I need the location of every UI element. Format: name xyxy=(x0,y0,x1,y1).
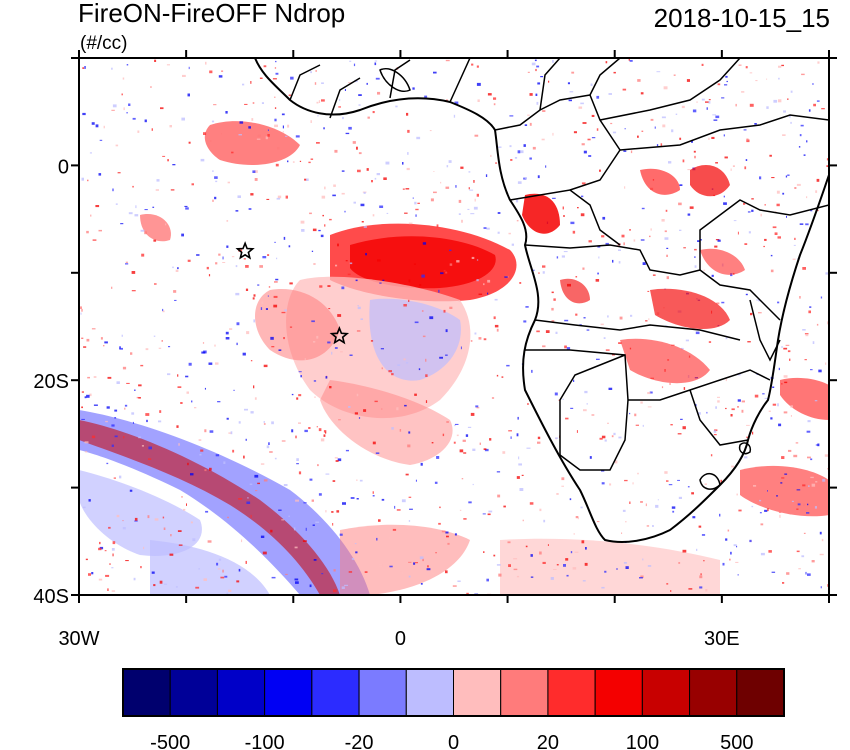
colorbar-swatch xyxy=(169,668,218,717)
colorbar-label: 100 xyxy=(626,732,659,750)
colorbar-swatch xyxy=(641,668,691,717)
colorbar-swatch xyxy=(311,668,360,717)
colorbar-label: 0 xyxy=(448,732,459,750)
colorbar: -500 -100 -20 0 20 100 500 xyxy=(122,668,785,750)
datetime-label: 2018-10-15_15 xyxy=(654,3,830,33)
colorbar-label: -500 xyxy=(150,732,190,750)
plot-frame xyxy=(78,57,830,596)
speckle-layer xyxy=(79,59,829,595)
colorbar-swatch xyxy=(500,668,549,717)
colorbar-swatch xyxy=(547,668,596,717)
axis-tick-labels: 0 20S 40S 30W 0 30E xyxy=(33,156,739,650)
site-markers xyxy=(235,241,350,345)
plot-title: FireON-FireOFF Ndrop xyxy=(78,0,345,28)
colorbar-swatch xyxy=(122,668,171,717)
star-marker xyxy=(329,326,350,345)
borders xyxy=(289,58,829,490)
colorbar-label: -20 xyxy=(345,732,374,750)
y-tick-label: 20S xyxy=(33,371,69,393)
colorbar-swatch xyxy=(358,668,407,717)
colorbar-swatch xyxy=(264,668,313,717)
ndrop-field xyxy=(79,59,829,595)
units-label: (#/cc) xyxy=(80,33,128,54)
x-tick-label: 30E xyxy=(704,628,740,650)
x-tick-label: 30W xyxy=(58,628,99,650)
map-area xyxy=(79,58,829,595)
coastline xyxy=(254,58,829,543)
colorbar-label: -100 xyxy=(245,732,285,750)
star-marker xyxy=(235,241,255,260)
colorbar-swatch xyxy=(216,668,266,717)
x-tick-label: 0 xyxy=(395,628,406,650)
y-tick-label: 40S xyxy=(33,586,69,608)
colorbar-swatch xyxy=(594,668,643,717)
y-tick-label: 0 xyxy=(58,156,69,178)
colorbar-swatch xyxy=(405,668,455,717)
axis-ticks xyxy=(71,50,837,603)
colorbar-swatch xyxy=(689,668,738,717)
colorbar-label: 20 xyxy=(537,732,559,750)
colorbar-swatch xyxy=(453,668,502,717)
colorbar-swatch xyxy=(736,668,785,717)
colorbar-label: 500 xyxy=(720,732,753,750)
